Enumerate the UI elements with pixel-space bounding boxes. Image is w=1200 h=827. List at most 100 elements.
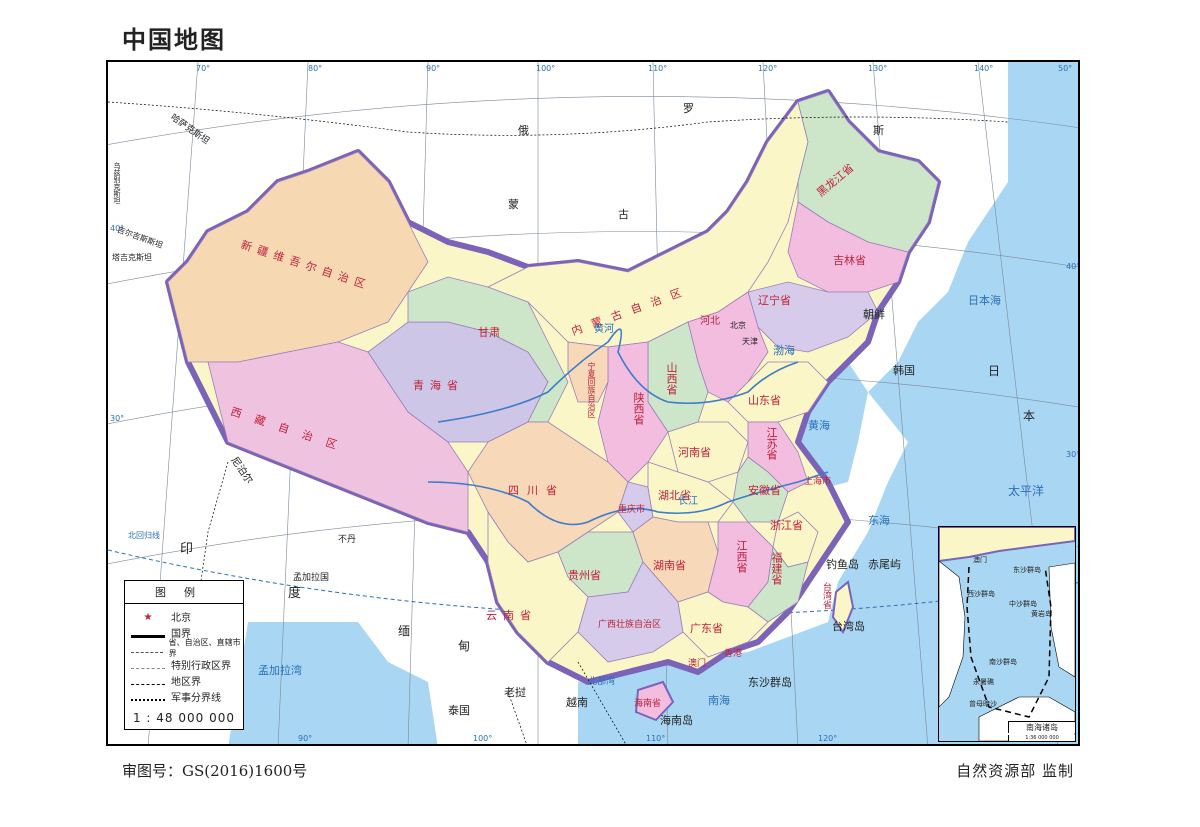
sea-beibu: 北部湾 (588, 677, 616, 687)
country-myanmar-2: 甸 (458, 639, 471, 653)
approval-number: 审图号：GS(2016)1600号 (122, 762, 308, 780)
country-bhutan: 不丹 (338, 535, 357, 545)
country-tajikistan: 塔吉克斯坦 (112, 253, 152, 262)
province-liaoning (747, 281, 879, 353)
sar-border-icon (131, 660, 165, 669)
label-macau: 澳门 (688, 659, 707, 669)
lon-bottom-120: 120° (818, 734, 838, 743)
label-chiwei: 赤尾屿 (868, 558, 901, 571)
country-bangladesh: 孟加拉国 (293, 573, 330, 583)
lat-right-40: 40° (1066, 262, 1080, 271)
label-hongkong: 香港 (724, 649, 743, 659)
sea-bohai: 渤海 (773, 344, 795, 357)
lon-top-80: 80° (308, 64, 323, 73)
province-heilongjiang (797, 91, 939, 253)
label-jiangxi: 江西省 (735, 540, 748, 573)
sea-bengal: 孟加拉湾 (258, 664, 302, 677)
lat-left-30: 30° (110, 414, 125, 423)
label-qinghai: 青海省 (413, 379, 464, 392)
lon-bottom-100: 100° (473, 734, 493, 743)
country-uzbekistan: 乌兹别克斯坦 (113, 162, 121, 204)
map-title: 中国地图 (122, 25, 226, 54)
sea-japan: 日本海 (968, 294, 1001, 307)
inset-label-yongshu: 永暑礁 (973, 678, 994, 686)
label-taiwan: 台湾省 (821, 582, 831, 609)
province-ningxia (567, 341, 609, 403)
label-liaoning: 辽宁省 (758, 294, 791, 307)
label-yunnan: 云南省 (486, 609, 537, 622)
legend-scale: 1 : 48 000 000 (132, 711, 235, 725)
legend-item-military: 军事分界线 (171, 692, 221, 704)
national-border-icon (131, 627, 165, 638)
label-ningxia: 宁夏回族自治区 (587, 362, 596, 418)
province-tibet (207, 341, 469, 533)
inset-dashed-line (966, 566, 1052, 718)
lon-top-140: 140° (974, 64, 994, 73)
sea-pacific: 太平洋 (1008, 484, 1045, 498)
province-fujian (747, 545, 809, 623)
country-russia-1: 俄 (518, 124, 529, 137)
country-mongolia-2: 古 (618, 208, 629, 221)
label-guangdong: 广东省 (690, 622, 723, 635)
province-shaanxi (597, 341, 669, 483)
label-jilin: 吉林省 (833, 254, 866, 267)
province-taiwan (831, 580, 855, 635)
lon-top-50: 50° (1058, 64, 1073, 73)
legend-row-national: 国界 (125, 624, 243, 640)
military-line-icon (131, 691, 165, 701)
country-india-2: 度 (288, 586, 302, 601)
label-shanghai: 上海市 (804, 477, 832, 487)
sea-east: 东海 (868, 514, 890, 527)
lon-top-130: 130° (868, 64, 888, 73)
sea-yellow: 黄海 (808, 419, 830, 432)
provincial-border-icon (131, 644, 163, 653)
country-russia-3: 斯 (873, 124, 884, 137)
province-jilin (787, 201, 909, 293)
lon-top-110: 110° (648, 64, 668, 73)
label-hebei: 河北 (700, 316, 720, 327)
legend-row-military: 军事分界线 (125, 688, 243, 704)
lon-top-100: 100° (536, 64, 556, 73)
label-guizhou: 贵州省 (568, 569, 601, 582)
label-shaanxi: 陕西省 (632, 392, 645, 425)
country-north-korea: 朝鲜 (863, 308, 885, 321)
inset-label-huangyan: 黄岩岛 (1031, 610, 1052, 618)
inset-label-nansha: 南沙群岛 (989, 658, 1017, 666)
label-gansu: 甘肃 (478, 326, 500, 339)
label-yangtze: 长江 (678, 496, 698, 507)
legend-row-provincial: 省、自治区、直辖市界 (125, 638, 243, 658)
publisher-credit: 自然资源部 监制 (956, 762, 1074, 780)
bay-of-bengal (228, 622, 438, 744)
legend-item-provincial: 省、自治区、直辖市界 (168, 638, 241, 658)
country-russia-2: 罗 (683, 102, 694, 115)
inset-label-xisha: 西沙群岛 (967, 590, 995, 598)
country-vietnam: 越南 (566, 696, 588, 709)
lon-top-90: 90° (426, 64, 441, 73)
legend-capital: ★ 北京 (125, 608, 243, 624)
country-mongolia-1: 蒙 (508, 198, 519, 211)
legend-capital-label: 北京 (171, 612, 191, 624)
lon-top-70: 70° (196, 64, 211, 73)
lon-top-120: 120° (758, 64, 778, 73)
inset-label-zengmu: 曾母暗沙 (969, 700, 997, 708)
label-hainan: 海南省 (634, 699, 662, 709)
inset-label-dongsha: 东沙群岛 (1013, 566, 1041, 574)
label-shanxi: 山西省 (665, 362, 678, 395)
lat-left-40: 40° (110, 224, 125, 233)
map-frame: 70° 80° 90° 100° 110° 120° 130° 140° 50°… (106, 60, 1080, 746)
legend-row-region: 地区界 (125, 672, 243, 688)
map-legend: 图例 ★ 北京 国界 省、自治区、直辖市界 特别行政区界 地区界 军事分界线 1… (124, 580, 244, 730)
legend-title: 图例 (125, 584, 243, 604)
china-map-svg (108, 62, 1078, 744)
label-sichuan: 四川省 (508, 484, 565, 497)
label-dongsha: 东沙群岛 (748, 676, 792, 689)
country-thailand: 泰国 (448, 704, 470, 717)
label-guangxi: 广西壮族自治区 (598, 620, 662, 630)
inset-title: 南海诸岛 (1008, 721, 1075, 733)
inset-label-zhongsha: 中沙群岛 (1009, 600, 1037, 608)
inset-map-svg (939, 527, 1075, 741)
country-south-korea: 韩国 (893, 364, 915, 377)
label-hainan-island: 海南岛 (660, 714, 693, 727)
inset-vietnam (939, 560, 966, 708)
inset-scale: 1:36 000 000 (1008, 735, 1075, 741)
